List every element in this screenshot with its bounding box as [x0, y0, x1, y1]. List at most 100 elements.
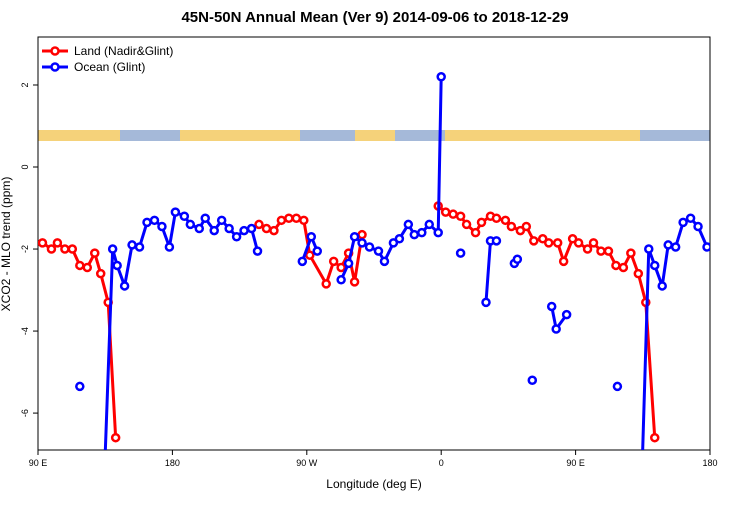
data-point — [491, 213, 502, 224]
data-point — [685, 213, 696, 224]
data-point — [200, 213, 211, 224]
data-point — [596, 246, 606, 256]
data-point — [364, 242, 375, 252]
data-point — [618, 262, 629, 273]
data-point — [573, 238, 584, 248]
data-point — [107, 244, 118, 254]
legend-label: Land (Nadir&Glint) — [74, 44, 173, 58]
x-axis-label: Longitude (deg E) — [326, 477, 421, 491]
data-point — [306, 231, 317, 242]
data-point — [552, 238, 563, 248]
data-point — [409, 229, 420, 240]
data-point — [305, 250, 315, 260]
data-point — [470, 227, 481, 238]
series-line — [641, 216, 709, 450]
data-point — [261, 223, 272, 234]
x-tick-label: 90 E — [566, 458, 585, 468]
y-tick-label: -6 — [20, 409, 30, 417]
data-point — [561, 309, 572, 320]
data-point — [440, 207, 451, 217]
data-point — [46, 244, 57, 254]
series-line — [484, 239, 497, 303]
y-tick-label: 2 — [20, 82, 30, 87]
data-point — [611, 260, 621, 271]
data-point — [231, 231, 242, 242]
series-line — [339, 76, 443, 281]
data-point — [644, 244, 654, 254]
data-point — [521, 221, 532, 232]
data-point — [134, 242, 145, 252]
data-point — [75, 381, 85, 392]
data-point — [433, 227, 443, 238]
data-point — [60, 244, 70, 254]
data-point — [328, 256, 339, 267]
x-tick-label: 90 E — [29, 458, 48, 468]
data-point — [603, 246, 614, 256]
data-point — [512, 254, 523, 265]
data-point — [239, 225, 249, 236]
x-tick-label: 180 — [165, 458, 180, 468]
data-point — [75, 260, 85, 271]
data-point — [112, 260, 122, 271]
data-point — [436, 72, 446, 82]
data-point — [657, 281, 667, 291]
data-point — [546, 301, 557, 312]
data-point — [693, 221, 703, 232]
data-point — [638, 492, 645, 499]
data-point — [291, 213, 302, 224]
data-point — [373, 246, 384, 256]
data-point — [626, 248, 636, 258]
data-point — [38, 238, 48, 248]
data-point — [343, 258, 354, 269]
y-tick-label: -2 — [20, 245, 30, 253]
plot-area — [38, 72, 710, 499]
data-point — [254, 219, 264, 230]
data-point — [558, 256, 569, 267]
legend-marker — [50, 62, 60, 72]
data-point — [702, 242, 710, 252]
data-point — [276, 215, 287, 226]
data-point — [567, 234, 578, 244]
data-point — [388, 238, 399, 248]
data-point — [157, 221, 167, 232]
data-point — [551, 324, 561, 334]
data-point — [321, 279, 331, 289]
data-point — [224, 223, 234, 234]
data-point — [527, 375, 538, 386]
x-tick-label: 0 — [439, 458, 444, 468]
legend-marker — [50, 46, 60, 56]
data-point — [403, 219, 414, 230]
data-point — [649, 432, 660, 443]
data-point — [164, 242, 175, 252]
data-point — [179, 211, 190, 221]
data-point — [336, 275, 346, 285]
data-point — [357, 238, 367, 248]
data-point — [299, 215, 309, 226]
data-point — [357, 229, 367, 240]
data-point — [142, 217, 152, 228]
series-line — [103, 210, 259, 450]
data-point — [455, 211, 466, 221]
data-point — [284, 213, 294, 224]
data-point — [349, 231, 360, 242]
data-point — [269, 225, 279, 236]
map-strip — [38, 130, 710, 141]
data-point — [500, 215, 511, 226]
chart-title: 45N-50N Annual Mean (Ver 9) 2014-09-06 t… — [181, 9, 568, 26]
data-point — [110, 432, 121, 443]
data-point — [543, 238, 554, 248]
data-point — [52, 238, 63, 248]
data-point — [246, 223, 257, 234]
data-point — [537, 234, 548, 244]
data-point — [394, 234, 405, 244]
x-tick-label: 180 — [702, 458, 717, 468]
data-point — [67, 244, 78, 254]
data-point — [209, 225, 219, 236]
data-point — [252, 246, 263, 256]
data-point — [216, 215, 227, 226]
data-point — [588, 238, 599, 248]
data-point — [417, 227, 427, 238]
data-point — [127, 240, 137, 250]
data-point — [649, 260, 660, 271]
